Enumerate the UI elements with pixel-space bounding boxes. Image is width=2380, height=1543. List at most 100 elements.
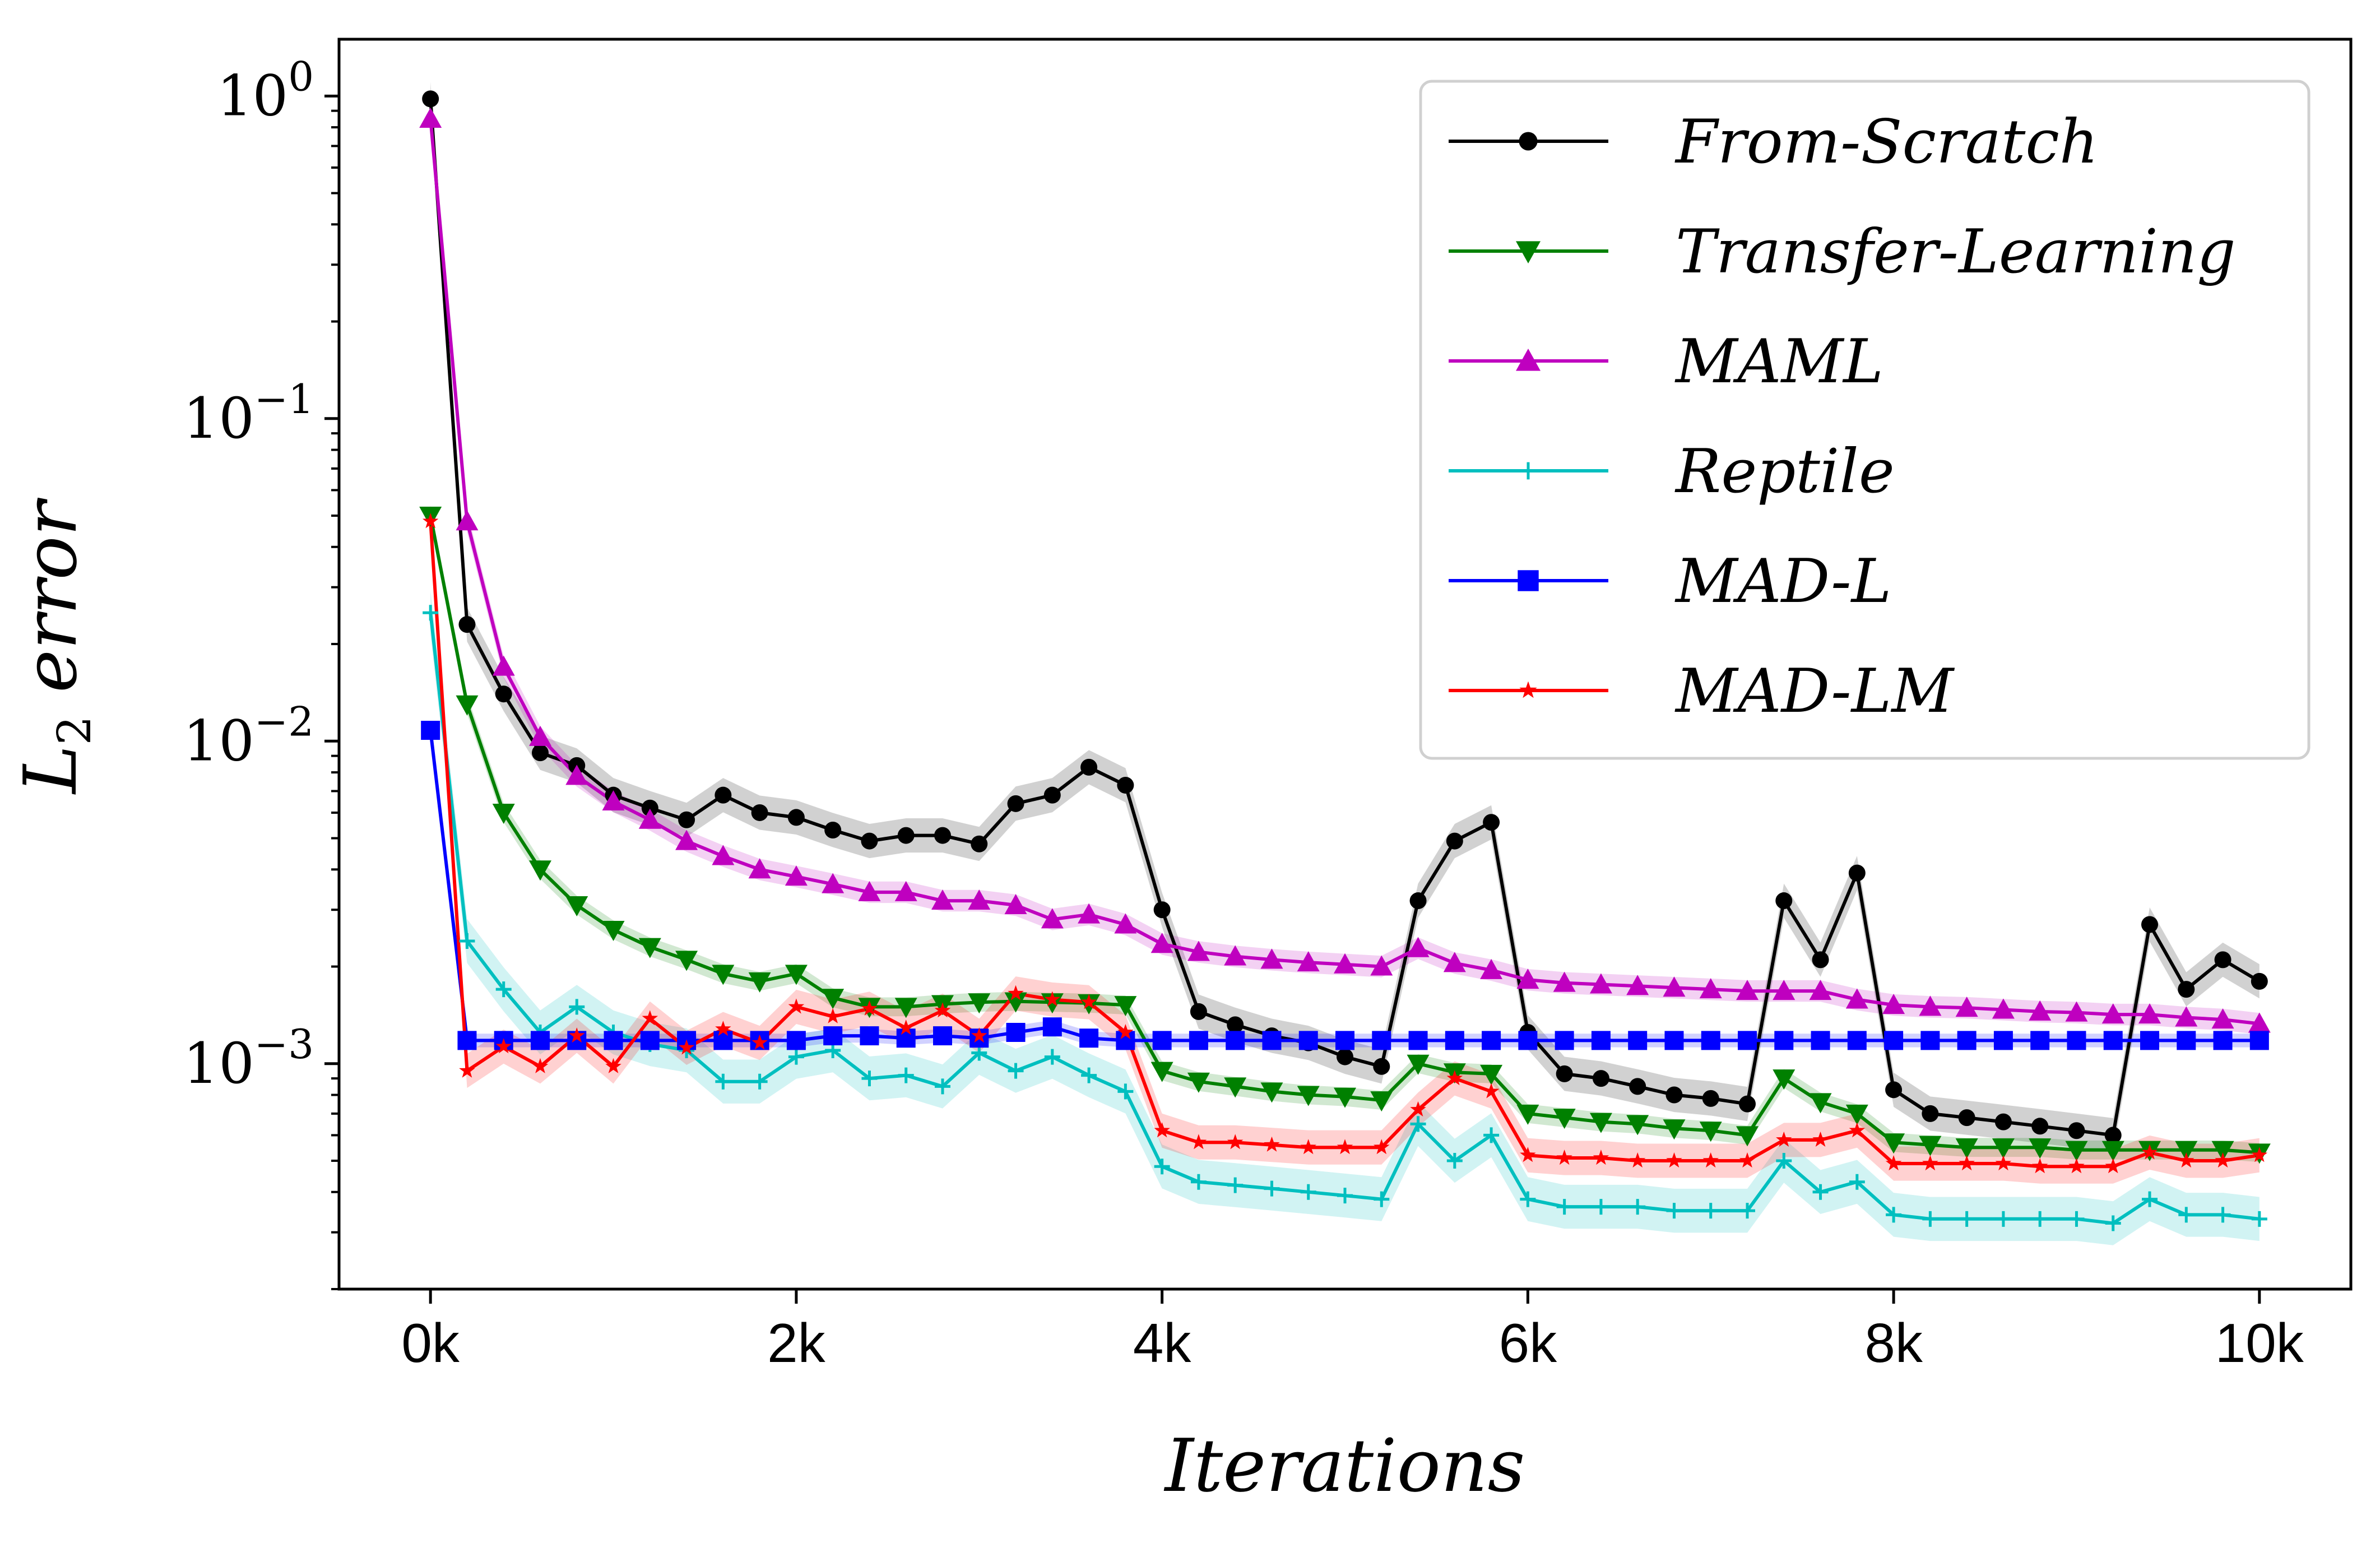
x-tick-label: 8k bbox=[1864, 1312, 1923, 1374]
from-scratch-point bbox=[1446, 832, 1463, 850]
mad-l-point bbox=[1884, 1031, 1904, 1050]
transfer-learning-point bbox=[1114, 996, 1137, 1017]
mad-lm-band bbox=[430, 504, 2260, 1184]
y-tick-label: 100 bbox=[217, 53, 314, 128]
mad-l-point bbox=[1664, 1031, 1684, 1050]
mad-l-point bbox=[2213, 1031, 2233, 1050]
mad-l-point bbox=[421, 721, 440, 740]
maml-point bbox=[1370, 955, 1393, 976]
from-scratch-point bbox=[1373, 1058, 1390, 1075]
from-scratch-point bbox=[2214, 951, 2231, 969]
mad-l-point bbox=[2030, 1031, 2050, 1050]
mad-l-point bbox=[604, 1031, 623, 1050]
maml-point bbox=[492, 655, 515, 676]
mad-lm-point bbox=[459, 1062, 475, 1078]
transfer-learning-point bbox=[1004, 992, 1027, 1013]
mad-l-point bbox=[1226, 1031, 1245, 1050]
y-tick-base: 10 bbox=[217, 63, 288, 128]
from-scratch-point bbox=[1922, 1105, 1939, 1122]
maml-point bbox=[602, 790, 625, 810]
legend-label: From-Scratch bbox=[1674, 107, 2098, 177]
transfer-learning-point bbox=[1882, 1133, 1905, 1154]
maml-point bbox=[1955, 997, 1978, 1017]
from-scratch-point bbox=[1337, 1048, 1353, 1065]
transfer-learning-point bbox=[602, 920, 625, 941]
from-scratch-point bbox=[1117, 776, 1134, 794]
mad-lm-point bbox=[1117, 1024, 1134, 1040]
mad-l-point bbox=[1298, 1031, 1318, 1050]
transfer-learning-point bbox=[2065, 1141, 2088, 1161]
reptile-point bbox=[1702, 1203, 1719, 1219]
from-scratch-point bbox=[2031, 1118, 2049, 1135]
reptile-point bbox=[2105, 1215, 2121, 1231]
mad-l-point bbox=[1628, 1031, 1648, 1050]
mad-l-point bbox=[1774, 1031, 1794, 1050]
reptile-point bbox=[1154, 1159, 1170, 1175]
from-scratch-point bbox=[1665, 1086, 1683, 1104]
mad-l-point bbox=[1042, 1017, 1062, 1037]
reptile-point bbox=[751, 1073, 768, 1090]
mad-lm-point bbox=[861, 1000, 878, 1016]
x-tick-label: 6k bbox=[1499, 1312, 1558, 1374]
maml-point bbox=[1845, 988, 1868, 1009]
legend-label: MAML bbox=[1674, 327, 1883, 397]
reptile-point bbox=[1593, 1199, 1609, 1215]
reptile-point bbox=[2178, 1207, 2195, 1223]
mad-lm-point bbox=[1593, 1150, 1609, 1165]
mad-lm-point bbox=[1446, 1070, 1463, 1086]
mad-lm-point bbox=[2178, 1152, 2195, 1168]
legend-item-maml: MAML bbox=[1449, 327, 1883, 397]
from-scratch-point bbox=[1227, 1016, 1244, 1034]
legend-item-from-scratch: From-Scratch bbox=[1449, 107, 2098, 177]
mad-lm-point bbox=[1520, 1147, 1536, 1162]
from-scratch-point bbox=[751, 804, 768, 821]
mad-lm-point bbox=[1629, 1152, 1646, 1168]
y-tick-label: 10−3 bbox=[183, 1021, 314, 1096]
maml-point bbox=[1809, 980, 1832, 1000]
reptile-point bbox=[1556, 1199, 1572, 1215]
from-scratch-point bbox=[897, 827, 915, 844]
series-markers bbox=[419, 90, 2271, 1231]
from-scratch-point bbox=[2104, 1127, 2122, 1144]
from-scratch-point bbox=[971, 835, 988, 852]
transfer-learning-point bbox=[675, 951, 698, 971]
y-tick-exponent: −3 bbox=[254, 1021, 314, 1068]
reptile-point bbox=[1374, 1191, 1390, 1207]
transfer-learning-point bbox=[1663, 1119, 1686, 1140]
mad-lm-point bbox=[1190, 1134, 1207, 1150]
mad-l-point bbox=[1189, 1031, 1208, 1050]
maml-point bbox=[2211, 1008, 2234, 1029]
from-scratch-point bbox=[824, 821, 842, 838]
legend-marker-maml bbox=[1516, 349, 1541, 371]
maml-point bbox=[419, 107, 442, 128]
from-scratch-point bbox=[1190, 1003, 1207, 1020]
mad-lm-point bbox=[605, 1058, 621, 1073]
mad-l-point bbox=[823, 1026, 843, 1046]
reptile-point bbox=[1995, 1211, 2011, 1227]
plot-frame bbox=[337, 38, 2353, 1291]
mad-lm-point bbox=[1044, 991, 1061, 1007]
maml-point bbox=[565, 764, 588, 785]
legend-label: Transfer-Learning bbox=[1676, 217, 2235, 287]
maml-point bbox=[712, 845, 735, 865]
maml-point bbox=[1699, 978, 1722, 999]
maml-point bbox=[2101, 1003, 2124, 1024]
reptile-point bbox=[1008, 1063, 1024, 1079]
transfer-learning-point bbox=[822, 989, 845, 1009]
maml-point bbox=[931, 889, 954, 910]
reptile-point bbox=[1044, 1049, 1060, 1065]
maml-point bbox=[1187, 940, 1210, 961]
from-scratch-point bbox=[1629, 1078, 1646, 1095]
transfer-learning-point bbox=[785, 965, 808, 985]
mad-l-point bbox=[2140, 1031, 2159, 1050]
from-scratch-point bbox=[1739, 1095, 1756, 1113]
mad-l-point bbox=[1372, 1031, 1391, 1050]
legend-marker-transfer-learning bbox=[1516, 241, 1541, 263]
x-tick-label: 2k bbox=[767, 1312, 826, 1374]
maml-point bbox=[1992, 998, 2015, 1019]
mad-lm-point bbox=[495, 1038, 512, 1054]
x-tick-label: 10k bbox=[2215, 1312, 2304, 1374]
maml-point bbox=[1516, 969, 1539, 989]
from-scratch-point bbox=[861, 832, 878, 850]
mad-l-point bbox=[2177, 1031, 2196, 1050]
